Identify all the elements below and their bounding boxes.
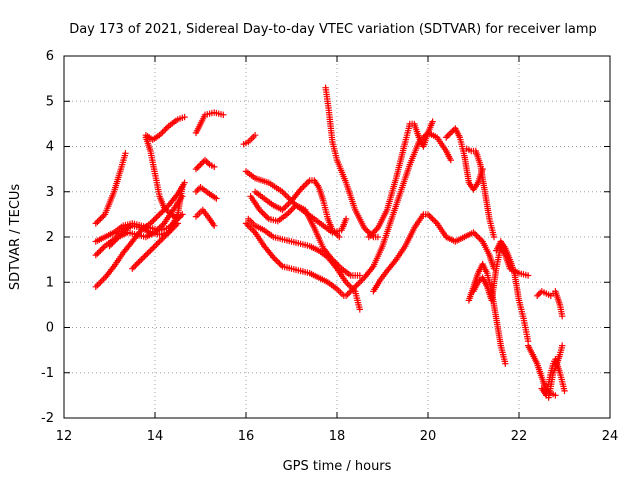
data-point-markers [443,125,486,193]
series-arc27 [493,238,532,345]
series-arc17 [245,215,363,313]
series-arc12 [192,206,218,229]
y-axis-label: SDTVAR / TECUs [8,184,23,291]
data-point-markers [534,288,566,320]
series-arc18 [242,220,347,299]
series-arc30 [545,342,566,401]
data-point-markers [245,215,363,313]
y-tick-label: 0 [46,321,54,336]
data-point-markers [524,342,559,399]
data-point-markers [370,211,498,295]
series-arc9 [192,109,227,137]
series-arc1 [92,150,129,227]
data-point-markers [192,109,227,137]
data-point-markers [465,260,509,367]
data-point-markers [92,179,188,290]
data-point-markers [142,134,181,223]
series-arc24 [463,145,498,241]
data-point-markers [142,113,188,143]
y-tick-label: 4 [46,140,54,155]
x-tick-label: 16 [238,429,255,444]
data-point-markers [545,342,566,401]
data-point-markers [251,177,343,241]
data-point-markers [192,184,220,202]
y-tick-label: 6 [46,49,54,64]
series-arc11 [192,184,220,202]
y-tick-label: 5 [46,94,54,109]
series-arc25 [465,260,509,367]
series-arc16 [251,177,343,241]
data-point-markers [365,118,436,241]
data-point-markers [322,84,382,241]
data-point-markers [247,193,363,279]
data-point-markers [240,132,259,148]
x-tick-label: 12 [56,429,73,444]
data-point-markers [463,145,498,241]
x-tick-label: 20 [420,429,437,444]
y-tick-label: 1 [46,275,54,290]
data-point-markers [493,238,532,345]
data-point-markers [192,156,218,173]
x-tick-label: 14 [147,429,164,444]
x-tick-label: 22 [511,429,528,444]
series-arc28 [524,342,559,399]
series-arc7 [142,113,188,143]
series-arc13 [240,132,259,148]
series-arc10 [192,156,218,173]
x-tick-label: 18 [329,429,346,444]
y-tick-label: 2 [46,230,54,245]
x-tick-label: 24 [602,429,619,444]
y-tick-label: 3 [46,185,54,200]
series-arc15 [247,193,363,279]
series-arc8 [142,134,181,223]
data-point-markers [192,206,218,229]
series-arc23 [443,125,486,193]
x-axis-label: GPS time / hours [283,459,392,474]
series-arc22 [370,211,498,295]
data-point-markers [242,220,347,299]
chart-title: Day 173 of 2021, Sidereal Day-to-day VTE… [69,22,597,37]
data-point-markers [92,150,129,227]
series-arc21 [365,118,436,241]
series-arc19 [322,84,382,241]
y-tick-label: -1 [41,366,54,381]
series-arc4 [92,179,188,290]
y-tick-label: -2 [41,411,54,426]
data-series [92,84,568,401]
series-arc31 [534,288,566,320]
